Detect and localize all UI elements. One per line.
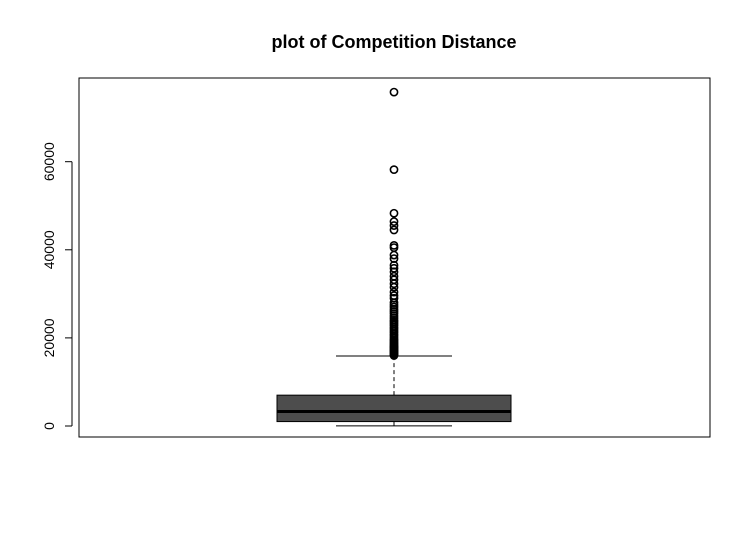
iqr-box bbox=[276, 394, 512, 423]
chart-title: plot of Competition Distance bbox=[272, 32, 517, 52]
box-group bbox=[276, 355, 512, 427]
y-tick-label: 0 bbox=[41, 422, 57, 430]
outlier-point bbox=[389, 208, 399, 218]
outlier-point bbox=[389, 240, 399, 250]
outlier-point bbox=[389, 217, 399, 226]
y-tick-label: 60000 bbox=[41, 142, 57, 181]
outlier-point bbox=[389, 221, 399, 230]
outlier-point bbox=[389, 254, 399, 264]
outlier-point bbox=[389, 293, 399, 303]
outlier-point bbox=[389, 263, 399, 273]
outlier-point bbox=[389, 225, 399, 235]
outlier-group bbox=[389, 87, 399, 360]
y-tick-label: 40000 bbox=[41, 230, 57, 269]
y-tick-label: 20000 bbox=[41, 318, 57, 357]
outlier-point bbox=[389, 287, 399, 297]
y-axis: 0 20000 40000 60000 bbox=[41, 142, 73, 430]
outlier-point bbox=[389, 291, 399, 301]
outlier-point bbox=[389, 87, 399, 97]
plot-frame bbox=[78, 77, 711, 438]
outlier-point bbox=[389, 165, 399, 175]
